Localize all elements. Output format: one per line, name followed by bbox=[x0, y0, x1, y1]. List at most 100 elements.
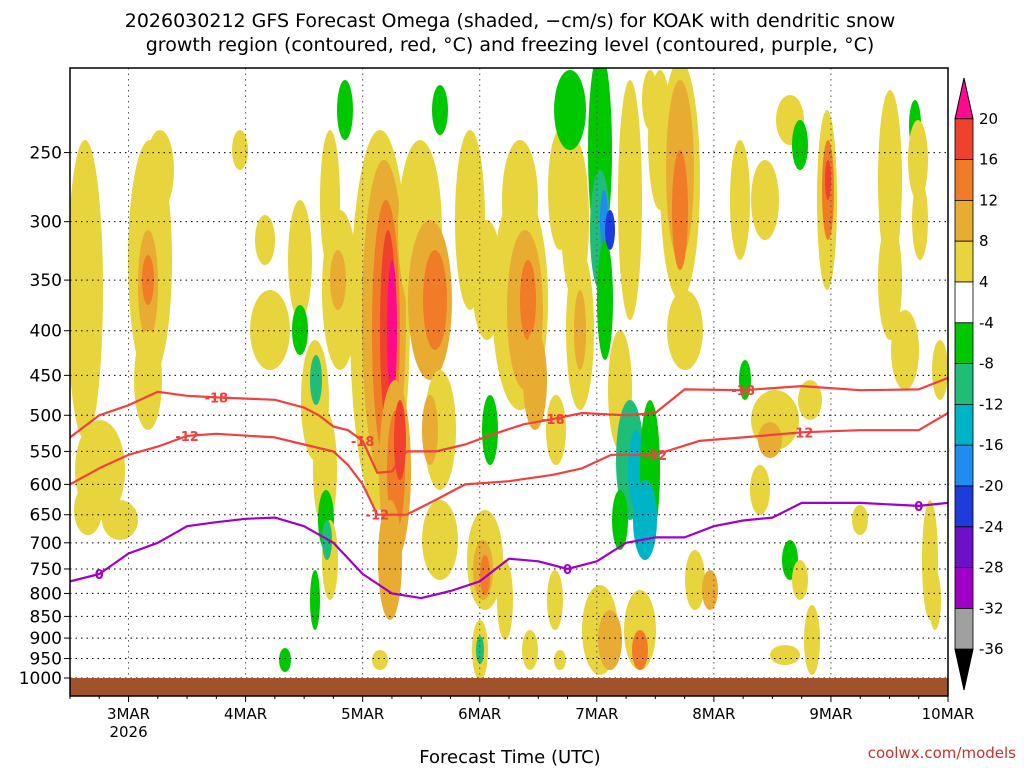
colorbar-swatch-2 bbox=[954, 159, 974, 201]
omega-shade-39 bbox=[432, 85, 448, 135]
colorbar-swatch-8 bbox=[954, 403, 974, 446]
omega-shade-65 bbox=[597, 240, 613, 360]
y-tick-label-250: 250 bbox=[30, 144, 62, 164]
colorbar-swatch-4 bbox=[954, 240, 974, 283]
colorbar: 20 16 12 8 4 -4 -8 -12 -16 -20 -24 -28 -32 -36 bbox=[954, 77, 1004, 691]
omega-shade-87 bbox=[758, 422, 782, 458]
x-tick-label-8MAR: 8MAR bbox=[692, 705, 735, 723]
x-tick-label-5MAR: 5MAR bbox=[341, 705, 384, 723]
omega-shade-96 bbox=[798, 380, 822, 420]
grid-lines bbox=[70, 68, 948, 696]
ground-bar bbox=[70, 678, 948, 696]
omega-shade-6 bbox=[134, 330, 162, 430]
colorbar-swatch-12 bbox=[954, 567, 974, 609]
colorbar-swatch-5 bbox=[954, 281, 974, 324]
omega-shade-36 bbox=[423, 250, 447, 350]
omega-shade-111 bbox=[372, 650, 388, 670]
x-axis: 3MAR 4MAR 5MAR 6MAR 7MAR 8MAR 9MAR 10MAR 2026 bbox=[69, 696, 975, 741]
contour-freezing-0-label-0: 0 bbox=[95, 568, 104, 583]
contour-minus18-label-3: -18 bbox=[731, 384, 755, 399]
contour-freezing-0-label-1: 0 bbox=[563, 563, 572, 578]
omega-shade-85 bbox=[751, 160, 779, 240]
omega-shade-91 bbox=[770, 645, 800, 665]
contour-minus12-label-2: -12 bbox=[644, 449, 668, 464]
x-tick-label-10MAR: 10MAR bbox=[922, 705, 975, 723]
omega-shade-0 bbox=[70, 140, 103, 440]
omega-shade-33 bbox=[378, 500, 402, 620]
x-axis-label: Forecast Time (UTC) bbox=[419, 747, 600, 768]
omega-shade-61 bbox=[547, 570, 563, 630]
omega-shade-103 bbox=[891, 310, 919, 390]
omega-shade-38 bbox=[422, 395, 438, 465]
colorbar-label-0: 20 bbox=[979, 110, 998, 128]
omega-shade-72 bbox=[633, 480, 657, 560]
omega-shade-40 bbox=[422, 500, 458, 580]
omega-shade-92 bbox=[792, 560, 808, 600]
contour-minus18-label-1: -18 bbox=[351, 435, 375, 450]
colorbar-label-12: -32 bbox=[979, 599, 1004, 617]
colorbar-swatch-1 bbox=[954, 118, 974, 161]
omega-shade-11 bbox=[250, 290, 290, 370]
omega-shade-66 bbox=[605, 210, 615, 250]
omega-shade-15 bbox=[310, 355, 322, 405]
omega-shade-24 bbox=[310, 570, 320, 630]
omega-shade-77 bbox=[632, 630, 648, 670]
omega-shade-58 bbox=[574, 290, 586, 370]
chart-title-line1: 2026030212 GFS Forecast Omega (shaded, −… bbox=[125, 10, 896, 32]
colorbar-swatch-13 bbox=[954, 608, 974, 650]
omega-shade-2 bbox=[74, 485, 102, 535]
contour-minus12-label-1: -12 bbox=[366, 509, 390, 524]
contour-minus12-label-0: -12 bbox=[175, 430, 199, 445]
y-tick-label-700: 700 bbox=[30, 534, 62, 554]
y-tick-label-950: 950 bbox=[30, 650, 62, 670]
y-tick-label-350: 350 bbox=[30, 271, 62, 291]
x-tick-label-6MAR: 6MAR bbox=[458, 705, 501, 723]
omega-shade-32 bbox=[394, 400, 406, 480]
y-tick-label-600: 600 bbox=[30, 475, 62, 495]
omega-shade-46 bbox=[480, 555, 490, 595]
colorbar-label-6: -8 bbox=[979, 355, 994, 373]
omega-shade-115 bbox=[702, 570, 718, 610]
contour-minus18-label-0: -18 bbox=[205, 391, 229, 406]
omega-shade-18 bbox=[330, 250, 346, 310]
y-tick-label-800: 800 bbox=[30, 584, 62, 604]
y-tick-label-850: 850 bbox=[30, 607, 62, 627]
omega-shade-97 bbox=[804, 605, 820, 675]
y-tick-label-450: 450 bbox=[30, 366, 62, 386]
omega-shade-104 bbox=[932, 340, 948, 400]
y-tick-label-1000: 1000 bbox=[19, 669, 62, 689]
omega-shade-19 bbox=[337, 80, 353, 140]
colorbar-label-5: -4 bbox=[979, 314, 994, 332]
omega-shade-112 bbox=[522, 630, 538, 670]
x-tick-label-7MAR: 7MAR bbox=[575, 705, 618, 723]
y-axis: 2503003504004505005506006507007508008509… bbox=[19, 144, 70, 689]
omega-shade-110 bbox=[279, 648, 291, 672]
colorbar-label-9: -20 bbox=[979, 477, 1004, 495]
y-tick-label-550: 550 bbox=[30, 442, 62, 462]
chart-title-line2: growth region (contoured, red, °C) and f… bbox=[146, 34, 875, 56]
colorbar-swatch-bottom bbox=[954, 648, 974, 691]
colorbar-swatch-11 bbox=[954, 526, 974, 568]
omega-shade-43 bbox=[482, 395, 498, 465]
y-tick-label-750: 750 bbox=[30, 560, 62, 580]
contour-minus12 bbox=[70, 412, 948, 516]
y-tick-label-900: 900 bbox=[30, 629, 62, 649]
omega-shade-109 bbox=[852, 505, 868, 535]
omega-shade-12 bbox=[288, 200, 312, 320]
x-tick-sublabel-year: 2026 bbox=[109, 723, 147, 741]
colorbar-label-3: 8 bbox=[979, 232, 989, 250]
contour-minus18 bbox=[70, 376, 948, 474]
omega-shade-82 bbox=[667, 290, 703, 370]
omega-shade-108 bbox=[750, 465, 770, 515]
colorbar-label-7: -12 bbox=[979, 395, 1004, 413]
omega-shade-52 bbox=[520, 260, 536, 340]
colorbar-swatch-10 bbox=[954, 485, 974, 528]
omega-shading bbox=[70, 68, 948, 680]
x-tick-label-3MAR: 3MAR bbox=[107, 705, 150, 723]
omega-shade-7 bbox=[102, 500, 138, 540]
colorbar-swatch-9 bbox=[954, 444, 974, 487]
omega-shade-113 bbox=[554, 650, 566, 670]
colorbar-label-2: 12 bbox=[979, 191, 998, 209]
contour-freezing-0 bbox=[70, 501, 948, 600]
